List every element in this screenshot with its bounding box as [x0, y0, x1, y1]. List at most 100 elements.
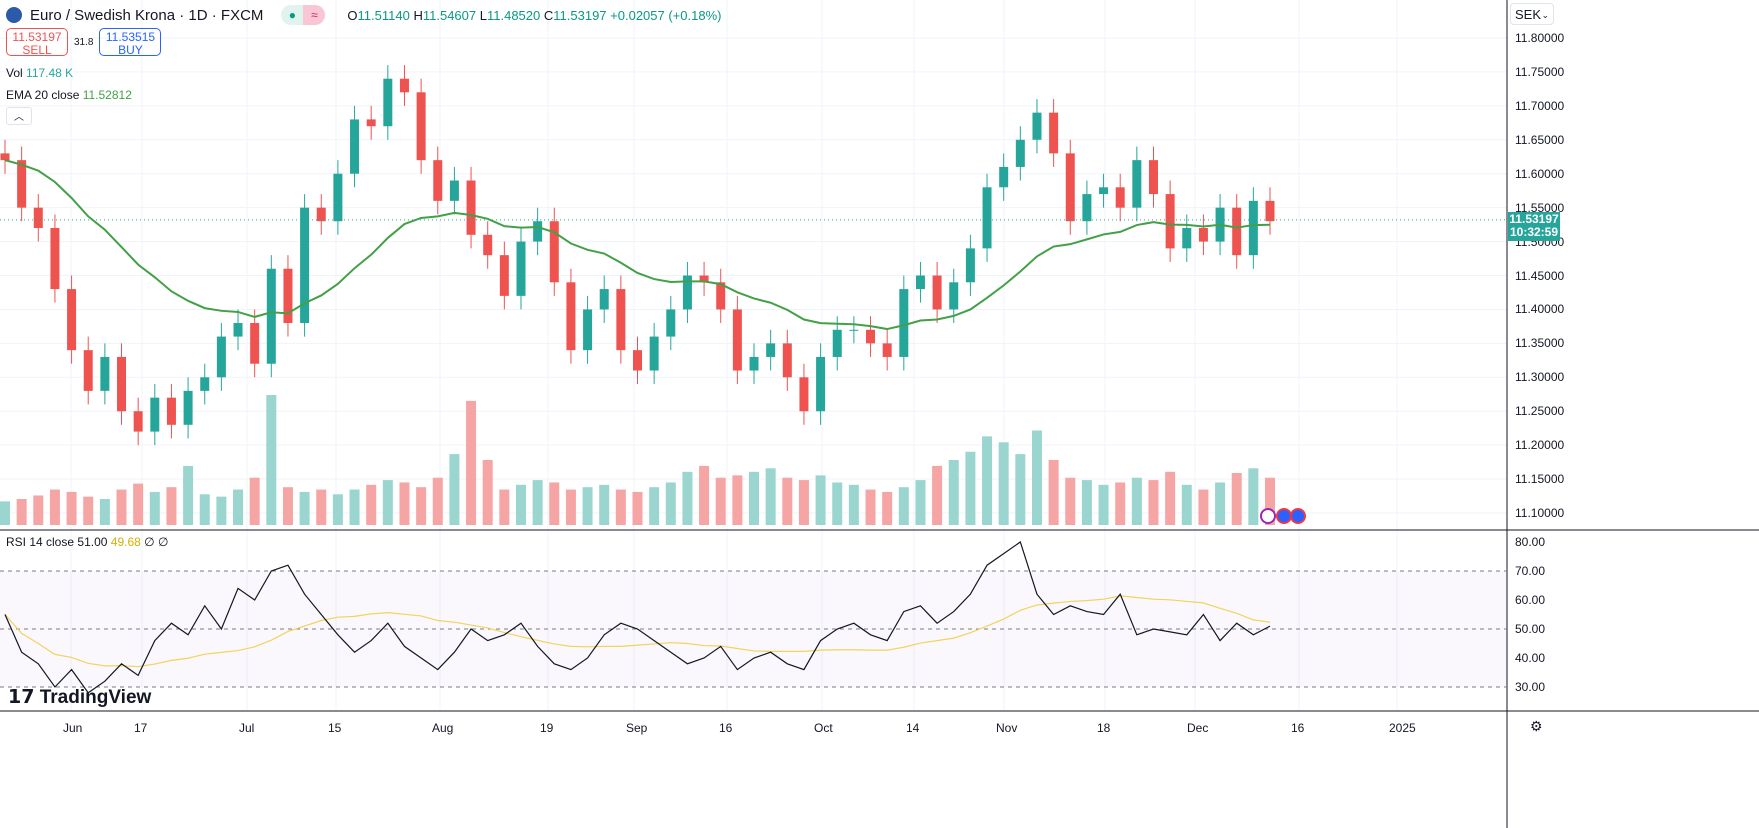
sell-button[interactable]: 11.53197 SELL — [6, 28, 68, 57]
candle-body — [1232, 207, 1242, 256]
volume-bar — [632, 491, 643, 525]
volume-bar — [233, 489, 244, 525]
candle-body — [83, 350, 93, 391]
volume-bar — [332, 494, 343, 525]
volume-bar — [1015, 454, 1026, 525]
volume-legend: Vol 117.48 K — [6, 66, 74, 80]
tradingview-logo[interactable]: 𝟭𝟳 TradingView — [8, 687, 152, 708]
volume-bar — [932, 465, 943, 525]
volume-bar — [366, 484, 377, 525]
candle-body — [1015, 139, 1025, 167]
volume-bar — [848, 484, 859, 525]
volume-bar — [416, 487, 427, 525]
candle-body — [882, 343, 892, 357]
candle-body — [982, 187, 992, 249]
volume-bar — [33, 495, 44, 525]
candle-body — [1065, 153, 1075, 222]
volume-bar — [1031, 430, 1042, 525]
volume-bar — [915, 480, 926, 525]
candle-body — [633, 350, 642, 371]
rsi-ma-line — [4, 595, 1271, 668]
volume-bar — [1248, 468, 1259, 525]
rsi-axis-label: 80.00 — [1515, 535, 1546, 549]
price-axis-label: 11.70000 — [1515, 98, 1565, 113]
volume-bar — [699, 465, 710, 525]
market-status[interactable]: ● ≈ — [281, 5, 326, 25]
time-axis-label: Oct — [814, 721, 833, 735]
time-axis-label: 17 — [134, 721, 148, 735]
candle-body — [166, 397, 176, 425]
candle-body — [549, 221, 559, 283]
candle-body — [766, 343, 776, 357]
volume-bar — [665, 482, 676, 525]
candle-body — [433, 160, 443, 201]
volume-bar — [998, 442, 1009, 525]
time-axis-label: Jul — [239, 721, 255, 735]
volume-bar — [649, 487, 660, 525]
price-axis-label: 11.15000 — [1515, 472, 1565, 487]
volume-bar — [449, 454, 460, 525]
volume-bar — [482, 460, 493, 525]
candle-body — [899, 289, 909, 357]
volume-bar — [133, 483, 144, 525]
volume-bar — [749, 471, 760, 525]
buy-button[interactable]: 11.53515 BUY — [99, 28, 162, 57]
rsi-axis-label: 40.00 — [1515, 651, 1546, 665]
candle-body — [1032, 112, 1042, 140]
candle-body — [533, 221, 543, 242]
candle-body — [832, 329, 842, 357]
volume-bar — [532, 480, 543, 525]
time-axis-label: Sep — [626, 721, 648, 735]
time-axis-label: 16 — [719, 721, 733, 735]
volume-bar — [282, 487, 293, 525]
price-axis-label: 11.10000 — [1515, 506, 1565, 521]
candle-body — [1198, 228, 1208, 242]
price-axis-label: 11.30000 — [1515, 370, 1565, 385]
volume-bar — [1148, 480, 1159, 525]
price-axis-label: 11.40000 — [1515, 302, 1565, 317]
volume-bar — [166, 487, 177, 525]
candle-body — [0, 153, 10, 161]
volume-bar — [116, 489, 127, 525]
candle-body — [483, 234, 493, 256]
volume-bar — [715, 477, 726, 525]
candle-body — [316, 207, 326, 222]
volume-bar — [798, 480, 809, 525]
time-axis-label: Dec — [1187, 721, 1209, 735]
price-axis-label: 11.80000 — [1515, 31, 1565, 45]
price-axis-label: 11.35000 — [1515, 336, 1565, 351]
last-price-tag: 11.53197 10:32:59 — [1508, 212, 1560, 241]
candle-body — [782, 343, 792, 378]
candle-body — [449, 180, 459, 201]
candle-body — [216, 336, 226, 378]
volume-bar — [948, 460, 959, 525]
time-axis-label: 19 — [540, 721, 554, 735]
volume-bar — [982, 436, 993, 525]
time-axis-label: 16 — [1291, 721, 1305, 735]
symbol-title[interactable]: Euro / Swedish Krona · 1D · FXCM — [30, 6, 264, 24]
settings-gear-icon[interactable]: ⚙ — [1530, 718, 1543, 734]
candle-body — [583, 309, 593, 351]
volume-bar — [898, 487, 909, 525]
rsi-axis-label: 70.00 — [1515, 564, 1546, 578]
event-marker-icon — [1290, 508, 1306, 524]
currency-select[interactable]: SEK ⌄ — [1510, 3, 1554, 25]
time-axis-label: 14 — [906, 721, 920, 735]
candle-body — [749, 356, 759, 371]
volume-bar — [66, 491, 77, 525]
volume-bar — [582, 487, 593, 525]
candle-body — [1099, 187, 1109, 195]
volume-bar — [565, 489, 576, 525]
candle-body — [233, 323, 243, 337]
candle-body — [599, 289, 609, 310]
volume-bar — [349, 489, 360, 525]
ema-line — [4, 159, 1271, 331]
candle-body — [965, 248, 975, 283]
collapse-legend-button[interactable]: ︿ — [6, 107, 32, 125]
volume-bar — [865, 489, 876, 525]
volume-bar — [299, 491, 310, 525]
price-axis-label: 11.65000 — [1515, 132, 1565, 147]
volume-bar — [1065, 477, 1076, 525]
candle-body — [1049, 112, 1059, 154]
